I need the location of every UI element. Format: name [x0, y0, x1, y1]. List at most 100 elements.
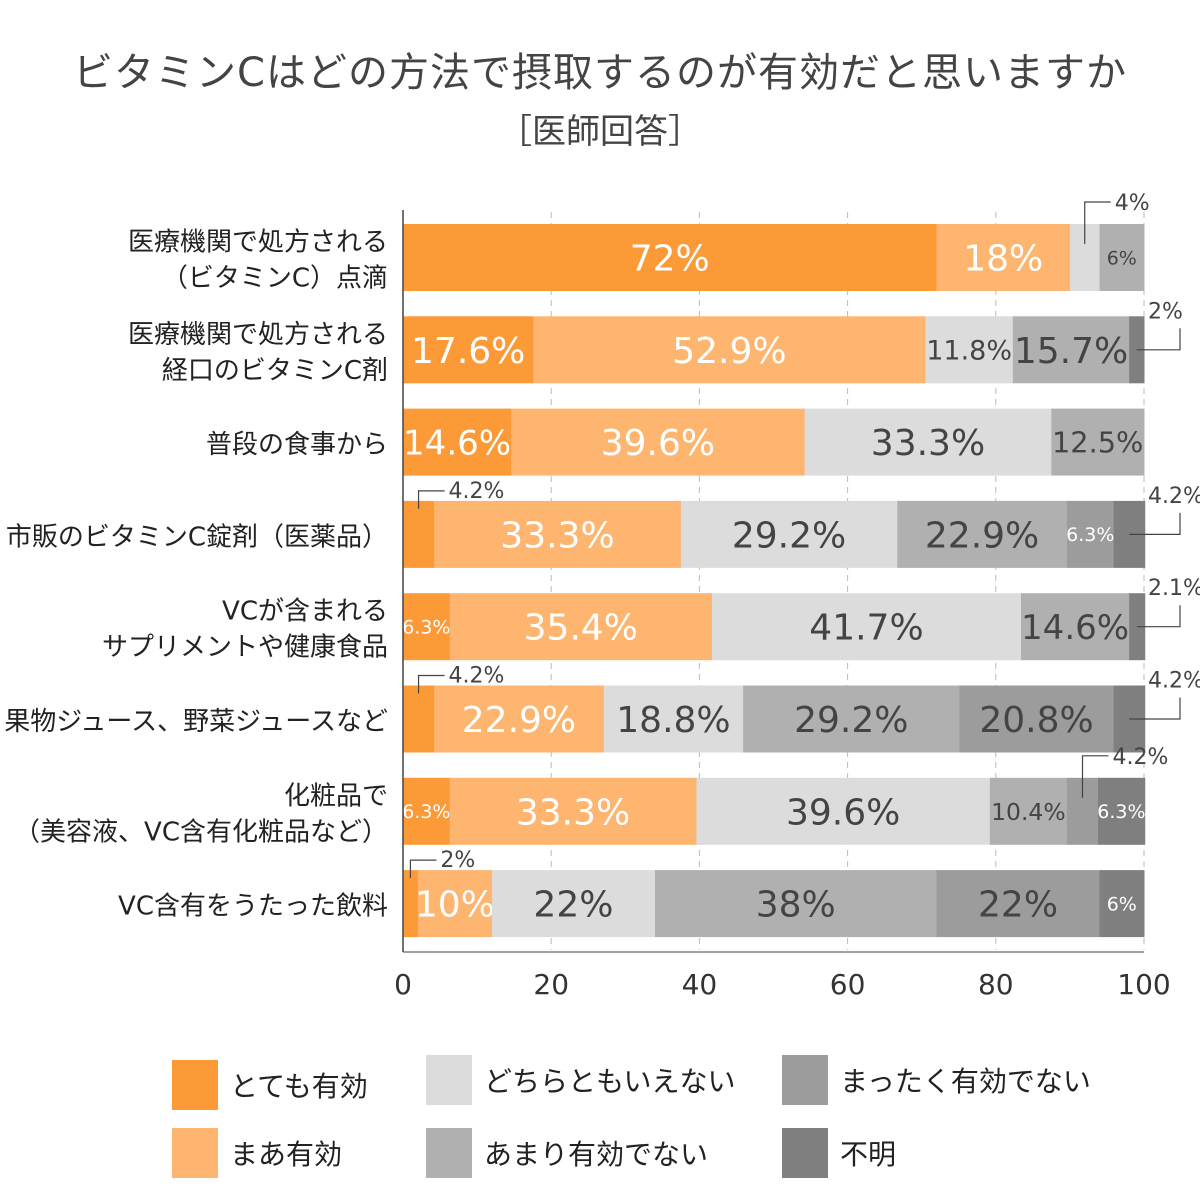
legend-label: とても有効 [230, 1070, 368, 1103]
bar-segment [403, 500, 435, 568]
category-label: 化粧品で [284, 781, 388, 811]
legend-item-not-effective: まったく有効でない [782, 1055, 1091, 1105]
category-label: 果物ジュース、野菜ジュースなど [4, 707, 388, 737]
bar-segment [936, 870, 1101, 938]
bar-segment [403, 408, 512, 476]
legend-swatch [782, 1128, 828, 1178]
data-label: 41.7% [809, 608, 923, 649]
x-tick-label: 100 [1117, 968, 1170, 1001]
callout-line [1136, 328, 1181, 351]
data-label: 22.9% [462, 700, 576, 741]
legend-item-very-effective: とても有効 [172, 1060, 368, 1110]
callout-line [417, 490, 445, 509]
category-label: VC含有をうたった飲料 [118, 892, 388, 922]
category-label: （ビタミンC）点滴 [162, 264, 388, 294]
data-label: 33.3% [516, 792, 630, 833]
bar-segment [989, 777, 1068, 845]
bar-segment [511, 408, 806, 476]
bar-segment [1098, 777, 1146, 845]
legend-label: まったく有効でない [840, 1065, 1091, 1098]
data-label: 10% [415, 885, 495, 926]
bar-segment [897, 500, 1068, 568]
callout-line [1129, 697, 1181, 720]
bar-segment [449, 593, 713, 661]
callout-line [409, 859, 437, 879]
bar-segment [1099, 224, 1145, 291]
data-label: 11.8% [926, 336, 1012, 367]
category-label: 普段の食事から [206, 430, 388, 460]
data-label: 22.9% [925, 515, 1039, 556]
data-label: 15.7% [1014, 331, 1128, 372]
data-label: 29.2% [732, 515, 846, 556]
data-label: 4.2% [449, 479, 505, 504]
data-label: 52.9% [672, 331, 786, 372]
data-label: 18% [963, 238, 1043, 279]
category-label: 経口のビタミンC剤 [162, 356, 388, 386]
legend-swatch [782, 1055, 828, 1105]
data-label: 6.3% [1066, 524, 1114, 546]
bar-segment [449, 777, 697, 845]
bar-segment [417, 870, 493, 938]
bar-segment [403, 224, 938, 291]
data-label: 39.6% [786, 792, 900, 833]
legend-item-neutral: どちらともいえない [426, 1055, 735, 1105]
data-label: 39.6% [601, 423, 715, 464]
bar-segment [403, 685, 435, 753]
bar-segment [403, 316, 534, 384]
bar-segment [1099, 870, 1145, 938]
legend-label: あまり有効でない [484, 1138, 709, 1171]
x-tick-label: 80 [978, 968, 1014, 1001]
bar-segment [491, 870, 656, 938]
data-label: 2% [440, 848, 475, 873]
chart-title: ビタミンCはどの方法で摂取するのが有効だと思いますか [73, 50, 1127, 96]
data-label: 6.3% [1097, 801, 1145, 823]
legend-item-not-very-effective: あまり有効でない [426, 1128, 708, 1178]
callout-line [1136, 605, 1181, 628]
legend-swatch [172, 1060, 218, 1110]
x-tick-label: 0 [394, 968, 412, 1001]
category-label: 市販のビタミンC錠剤（医薬品） [6, 522, 388, 552]
data-label: 2.1% [1148, 576, 1200, 601]
data-label: 6.3% [402, 617, 450, 639]
data-label: 4.2% [449, 664, 505, 689]
legend-swatch [426, 1128, 472, 1178]
data-label: 20.8% [979, 700, 1093, 741]
bar-segment [680, 500, 898, 568]
legend-item-unknown: 不明 [782, 1128, 896, 1178]
callout-line [417, 674, 445, 694]
bar-segment [711, 593, 1022, 661]
x-tick-label: 40 [682, 968, 718, 1001]
data-label: 14.6% [1021, 608, 1129, 648]
data-label: 22% [978, 885, 1058, 926]
callout-line [1084, 201, 1111, 244]
legend-label: まあ有効 [230, 1138, 343, 1171]
bar-segment [434, 500, 682, 568]
bar-segment [403, 870, 419, 938]
data-label: 33.3% [500, 515, 614, 556]
callout-line [1129, 512, 1181, 536]
category-label: VCが含まれる [222, 597, 388, 627]
data-label: 33.3% [871, 423, 985, 464]
category-label: （美容液、VC含有化粧品など） [14, 817, 388, 847]
bar-segment [1020, 593, 1130, 661]
bar-segment [403, 777, 451, 845]
data-label: 18.8% [616, 700, 730, 741]
data-label: 4.2% [1148, 484, 1200, 509]
data-label: 72% [630, 238, 710, 279]
bar-segment [959, 685, 1115, 753]
data-label: 4.2% [1112, 745, 1168, 770]
bar-segment [654, 870, 938, 938]
legend-item-somewhat-effective: まあ有効 [172, 1128, 342, 1178]
bar-segment [925, 316, 1014, 384]
legend-label: どちらともいえない [484, 1065, 736, 1098]
bar-segment [533, 316, 926, 384]
data-label: 29.2% [794, 700, 908, 741]
data-label: 22% [533, 885, 613, 926]
legend-label: 不明 [840, 1138, 897, 1171]
data-label: 4% [1115, 191, 1150, 216]
bar-segment [696, 777, 991, 845]
data-label: 4.2% [1148, 669, 1200, 694]
bar-segment [1051, 408, 1145, 476]
category-label: 医療機関で処方される [128, 320, 388, 350]
